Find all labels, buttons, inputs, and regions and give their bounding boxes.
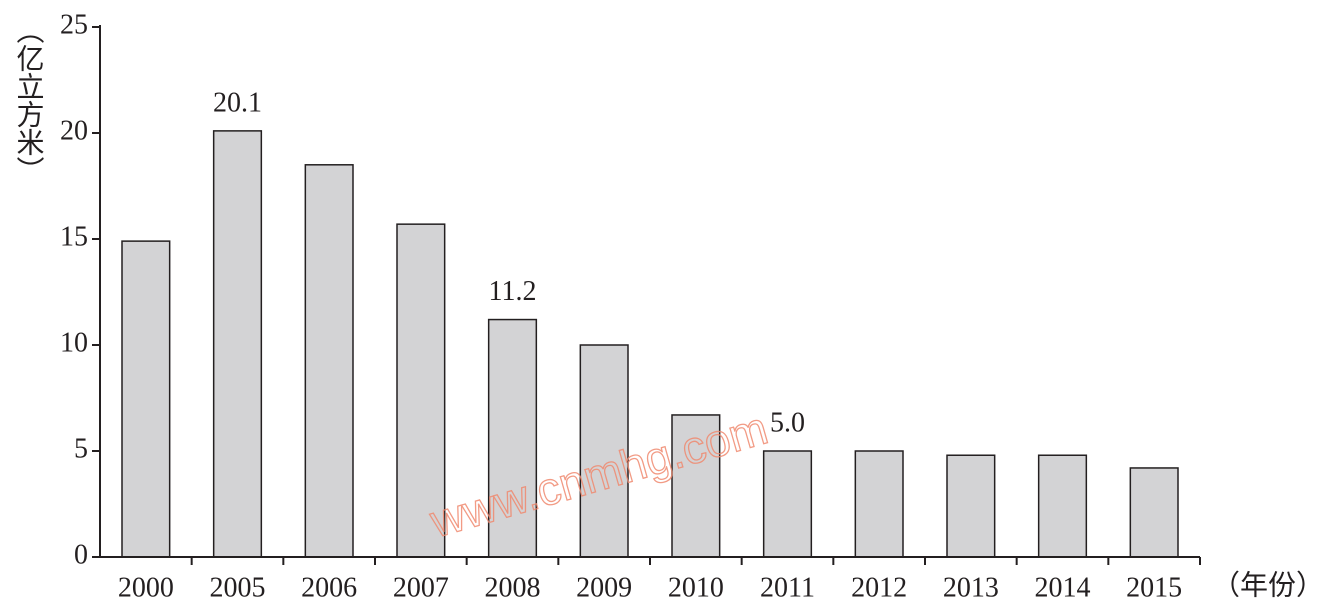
y-tick-label: 0 xyxy=(74,539,88,570)
bar xyxy=(1129,467,1179,558)
x-tick-label: 2013 xyxy=(943,572,999,603)
x-tick-label: 2008 xyxy=(485,572,541,603)
y-tick-label: 20 xyxy=(60,115,88,146)
x-tick-label: 2009 xyxy=(576,572,632,603)
data-label: 11.2 xyxy=(489,276,537,307)
y-tick-label: 10 xyxy=(60,327,88,358)
y-tick-label: 15 xyxy=(60,221,88,252)
bar xyxy=(946,454,996,558)
x-tick-label: 2007 xyxy=(393,572,449,603)
x-tick-label: 2005 xyxy=(210,572,266,603)
x-axis-label: （年份） xyxy=(1212,569,1324,601)
x-tick-label: 2014 xyxy=(1035,572,1091,603)
x-tick-label: 2006 xyxy=(301,572,357,603)
bar xyxy=(304,164,354,558)
x-tick-label: 2011 xyxy=(760,572,815,603)
bar xyxy=(121,240,171,558)
bar xyxy=(671,414,721,558)
x-tick-label: 2000 xyxy=(118,572,174,603)
x-tick-label: 2010 xyxy=(668,572,724,603)
bar xyxy=(854,450,904,558)
bar xyxy=(762,450,813,558)
data-label: 20.1 xyxy=(213,87,262,118)
bar xyxy=(212,130,263,558)
x-tick-label: 2015 xyxy=(1126,572,1182,603)
y-axis-label: （亿立方米） xyxy=(13,16,45,184)
x-tick-label: 2012 xyxy=(851,572,907,603)
y-tick-label: 5 xyxy=(74,433,88,464)
bar xyxy=(396,223,446,558)
y-tick-label: 25 xyxy=(60,9,88,40)
data-label: 5.0 xyxy=(770,407,805,438)
bar xyxy=(1037,454,1088,558)
